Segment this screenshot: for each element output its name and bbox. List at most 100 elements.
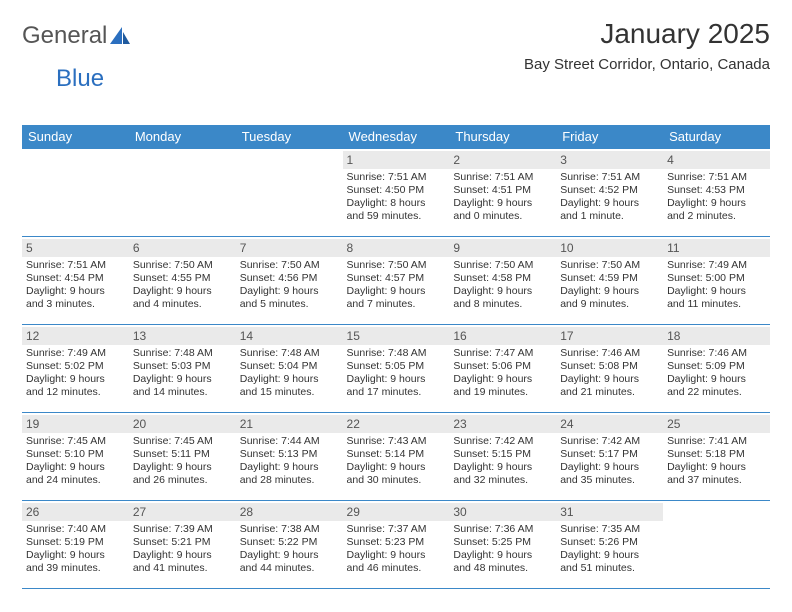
day-number: 13: [129, 327, 236, 345]
calendar-page: General January 2025 Bay Street Corridor…: [0, 0, 792, 607]
day-number: 23: [449, 415, 556, 433]
calendar-day-cell: 9 Sunrise: 7:50 AMSunset: 4:58 PMDaylight…: [449, 237, 556, 325]
calendar-day-cell: 6Sunrise: 7:50 AMSunset: 4:55 PMDaylight…: [129, 237, 236, 325]
calendar-day-cell: 3 Sunrise: 7:51 AMSunset: 4:52 PMDaylight…: [556, 149, 663, 237]
day-detail: Sunrise: 7:49 AMSunset: 5:02 PMDaylight:…: [26, 347, 125, 400]
calendar-day-cell: 28 Sunrise: 7:38 AMSunset: 5:22 PMDayligh…: [236, 501, 343, 589]
calendar-day-cell: 19 Sunrise: 7:45 AMSunset: 5:10 PMDayligh…: [22, 413, 129, 501]
day-detail: Sunrise: 7:47 AMSunset: 5:06 PMDaylight:…: [453, 347, 552, 400]
day-detail: Sunrise: 7:38 AMSunset: 5:22 PMDaylight:…: [240, 523, 339, 576]
weekday-header: Thursday: [449, 125, 556, 149]
calendar-day-cell: 10Sunrise: 7:50 AMSunset: 4:59 PMDayligh…: [556, 237, 663, 325]
calendar-day-cell: 15 Sunrise: 7:48 AMSunset: 5:05 PMDayligh…: [343, 325, 450, 413]
day-detail: Sunrise: 7:50 AMSunset: 4:58 PMDaylight:…: [453, 259, 552, 312]
day-detail: Sunrise: 7:45 AMSunset: 5:10 PMDaylight:…: [26, 435, 125, 488]
day-number: 2: [449, 151, 556, 169]
day-detail: Sunrise: 7:39 AMSunset: 5:21 PMDaylight:…: [133, 523, 232, 576]
calendar-day-cell: 20 Sunrise: 7:45 AMSunset: 5:11 PMDayligh…: [129, 413, 236, 501]
weekday-header: Sunday: [22, 125, 129, 149]
weekday-header: Wednesday: [343, 125, 450, 149]
calendar-day-cell: 2 Sunrise: 7:51 AMSunset: 4:51 PMDaylight…: [449, 149, 556, 237]
weekday-header: Monday: [129, 125, 236, 149]
logo-text-1: General: [22, 22, 107, 50]
day-number: 14: [236, 327, 343, 345]
day-detail: Sunrise: 7:42 AMSunset: 5:15 PMDaylight:…: [453, 435, 552, 488]
calendar-day-cell: 12 Sunrise: 7:49 AMSunset: 5:02 PMDayligh…: [22, 325, 129, 413]
calendar-empty-cell: [129, 149, 236, 237]
calendar-day-cell: 27 Sunrise: 7:39 AMSunset: 5:21 PMDayligh…: [129, 501, 236, 589]
day-detail: Sunrise: 7:50 AMSunset: 4:57 PMDaylight:…: [347, 259, 446, 312]
weekday-header: Saturday: [663, 125, 770, 149]
day-detail: Sunrise: 7:35 AMSunset: 5:26 PMDaylight:…: [560, 523, 659, 576]
calendar-day-cell: 17 Sunrise: 7:46 AMSunset: 5:08 PMDayligh…: [556, 325, 663, 413]
calendar-week-row: 26Sunrise: 7:40 AMSunset: 5:19 PMDayligh…: [22, 501, 770, 589]
calendar-week-row: 19 Sunrise: 7:45 AMSunset: 5:10 PMDayligh…: [22, 413, 770, 501]
day-detail: Sunrise: 7:44 AMSunset: 5:13 PMDaylight:…: [240, 435, 339, 488]
calendar-day-cell: 25 Sunrise: 7:41 AMSunset: 5:18 PMDayligh…: [663, 413, 770, 501]
month-title: January 2025: [524, 18, 770, 50]
day-number: 1: [343, 151, 450, 169]
day-detail: Sunrise: 7:51 AMSunset: 4:54 PMDaylight:…: [26, 259, 125, 312]
day-number: 26: [22, 503, 129, 521]
calendar-day-cell: 8 Sunrise: 7:50 AMSunset: 4:57 PMDaylight…: [343, 237, 450, 325]
day-detail: Sunrise: 7:48 AMSunset: 5:04 PMDaylight:…: [240, 347, 339, 400]
calendar-week-row: 5 Sunrise: 7:51 AMSunset: 4:54 PMDaylight…: [22, 237, 770, 325]
calendar-table: SundayMondayTuesdayWednesdayThursdayFrid…: [22, 125, 770, 589]
day-number: 19: [22, 415, 129, 433]
day-detail: Sunrise: 7:42 AMSunset: 5:17 PMDaylight:…: [560, 435, 659, 488]
day-number: 22: [343, 415, 450, 433]
day-number: 28: [236, 503, 343, 521]
calendar-body: 1 Sunrise: 7:51 AMSunset: 4:50 PMDaylight…: [22, 149, 770, 589]
day-detail: Sunrise: 7:50 AMSunset: 4:59 PMDaylight:…: [560, 259, 659, 312]
day-number: 27: [129, 503, 236, 521]
calendar-day-cell: 5 Sunrise: 7:51 AMSunset: 4:54 PMDaylight…: [22, 237, 129, 325]
day-number: 5: [22, 239, 129, 257]
day-detail: Sunrise: 7:41 AMSunset: 5:18 PMDaylight:…: [667, 435, 766, 488]
day-detail: Sunrise: 7:46 AMSunset: 5:08 PMDaylight:…: [560, 347, 659, 400]
day-detail: Sunrise: 7:48 AMSunset: 5:03 PMDaylight:…: [133, 347, 232, 400]
calendar-day-cell: 18 Sunrise: 7:46 AMSunset: 5:09 PMDayligh…: [663, 325, 770, 413]
calendar-day-cell: 29Sunrise: 7:37 AMSunset: 5:23 PMDayligh…: [343, 501, 450, 589]
day-number: 12: [22, 327, 129, 345]
calendar-day-cell: 23 Sunrise: 7:42 AMSunset: 5:15 PMDayligh…: [449, 413, 556, 501]
day-detail: Sunrise: 7:51 AMSunset: 4:52 PMDaylight:…: [560, 171, 659, 224]
day-detail: Sunrise: 7:46 AMSunset: 5:09 PMDaylight:…: [667, 347, 766, 400]
day-number: 8: [343, 239, 450, 257]
day-number: 31: [556, 503, 663, 521]
calendar-day-cell: 24 Sunrise: 7:42 AMSunset: 5:17 PMDayligh…: [556, 413, 663, 501]
day-number: 9: [449, 239, 556, 257]
day-number: 18: [663, 327, 770, 345]
day-number: 11: [663, 239, 770, 257]
day-number: 7: [236, 239, 343, 257]
calendar-head: SundayMondayTuesdayWednesdayThursdayFrid…: [22, 125, 770, 149]
calendar-day-cell: 7 Sunrise: 7:50 AMSunset: 4:56 PMDaylight…: [236, 237, 343, 325]
day-number: 24: [556, 415, 663, 433]
calendar-day-cell: 13 Sunrise: 7:48 AMSunset: 5:03 PMDayligh…: [129, 325, 236, 413]
calendar-empty-cell: [22, 149, 129, 237]
calendar-day-cell: 14 Sunrise: 7:48 AMSunset: 5:04 PMDayligh…: [236, 325, 343, 413]
day-detail: Sunrise: 7:45 AMSunset: 5:11 PMDaylight:…: [133, 435, 232, 488]
day-detail: Sunrise: 7:50 AMSunset: 4:56 PMDaylight:…: [240, 259, 339, 312]
calendar-day-cell: 4Sunrise: 7:51 AMSunset: 4:53 PMDaylight…: [663, 149, 770, 237]
calendar-empty-cell: [663, 501, 770, 589]
day-detail: Sunrise: 7:51 AMSunset: 4:50 PMDaylight:…: [347, 171, 446, 224]
logo-sail-icon: [109, 26, 131, 46]
day-number: 20: [129, 415, 236, 433]
calendar-day-cell: 30Sunrise: 7:36 AMSunset: 5:25 PMDayligh…: [449, 501, 556, 589]
day-number: 25: [663, 415, 770, 433]
day-number: 3: [556, 151, 663, 169]
weekday-header: Tuesday: [236, 125, 343, 149]
calendar-day-cell: 16Sunrise: 7:47 AMSunset: 5:06 PMDayligh…: [449, 325, 556, 413]
day-detail: Sunrise: 7:51 AMSunset: 4:51 PMDaylight:…: [453, 171, 552, 224]
logo: General: [22, 22, 131, 50]
calendar-day-cell: 11 Sunrise: 7:49 AMSunset: 5:00 PMDayligh…: [663, 237, 770, 325]
day-detail: Sunrise: 7:50 AMSunset: 4:55 PMDaylight:…: [133, 259, 232, 312]
day-number: 17: [556, 327, 663, 345]
calendar-day-cell: 1 Sunrise: 7:51 AMSunset: 4:50 PMDaylight…: [343, 149, 450, 237]
day-detail: Sunrise: 7:49 AMSunset: 5:00 PMDaylight:…: [667, 259, 766, 312]
day-detail: Sunrise: 7:36 AMSunset: 5:25 PMDaylight:…: [453, 523, 552, 576]
day-detail: Sunrise: 7:48 AMSunset: 5:05 PMDaylight:…: [347, 347, 446, 400]
day-number: 15: [343, 327, 450, 345]
day-detail: Sunrise: 7:37 AMSunset: 5:23 PMDaylight:…: [347, 523, 446, 576]
calendar-week-row: 1 Sunrise: 7:51 AMSunset: 4:50 PMDaylight…: [22, 149, 770, 237]
